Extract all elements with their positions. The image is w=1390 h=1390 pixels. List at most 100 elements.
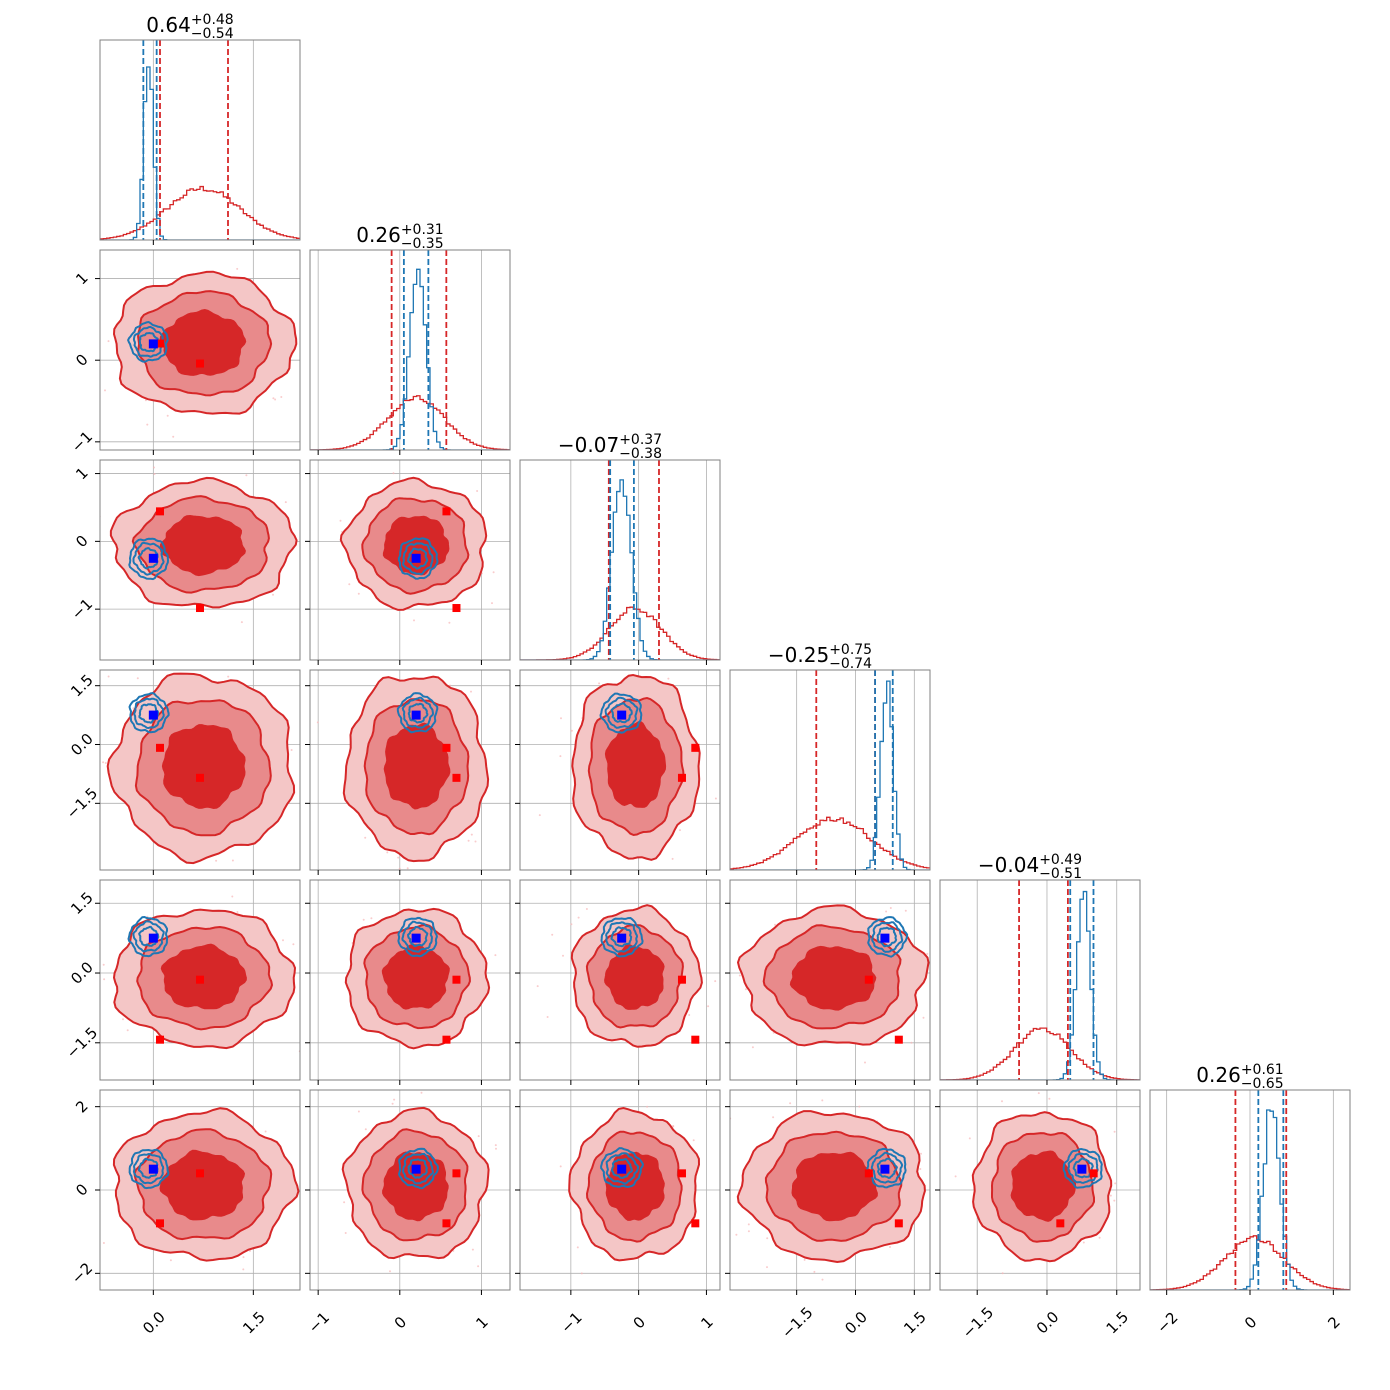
panel-frame [729,879,931,1081]
sample-point [766,1266,768,1269]
red-marker [196,604,204,613]
x-tick-label: −2 [1153,1309,1181,1337]
sample-point [585,908,588,910]
red-marker [196,773,204,782]
x-tick-label: 1.5 [239,1308,269,1338]
sample-point [370,917,373,920]
sample-point [747,1223,750,1226]
blue-contour-1 [407,1158,428,1179]
panel-5-4: −1.5 0.0 1.5 [935,1070,1141,1342]
panel-title: −0.04+0.49 −0.51 [978,852,1082,882]
sample-point [941,1013,943,1015]
blue-histogram [310,268,510,450]
blue-contour-2 [401,696,435,729]
title-median: −0.04 [978,853,1039,877]
red-contour-3 [604,720,667,808]
sample-point [735,1233,738,1236]
sample-point [580,1272,583,1275]
sample-point [513,1232,515,1234]
blue-truth-marker [617,710,627,720]
sample-point [393,1098,396,1101]
panel-0-0: 0.64+0.48 −0.54 [99,12,301,245]
sample-point [954,1175,957,1178]
blue-contour-3 [397,537,439,580]
sample-point [477,1135,480,1138]
panel-frame [309,669,511,871]
red-contour-3 [789,945,877,1011]
sample-point [751,1046,754,1049]
panel-5-0: 0.0 1.5 −2 0 2 [68,1089,301,1338]
panel-4-1 [305,879,511,1085]
panel-3-0: −1.50.01.5 [63,669,301,875]
sample-point [153,473,156,475]
panel-frame [99,879,301,1081]
sample-point [357,592,360,595]
red-marker [196,359,204,368]
title-upper: +0.75 [829,642,872,658]
sample-point [995,1070,997,1072]
blue-contour-1 [610,702,633,724]
sample-point [242,1268,245,1271]
red-histogram [100,185,300,240]
sample-point [343,1201,346,1204]
panel-title: −0.07+0.37 −0.38 [558,432,662,462]
blue-contour-1 [407,702,429,724]
sample-point [492,571,495,574]
sample-point [215,859,218,862]
sample-point [126,1029,129,1032]
panel-frame [309,249,511,451]
blue-truth-marker [411,710,421,720]
sample-point [774,923,776,926]
sample-point [932,990,934,992]
y-tick-label: −1 [68,428,96,456]
sample-point [107,675,110,678]
sample-point [245,474,248,477]
sample-point [864,1061,866,1064]
x-tick-label: 0.0 [841,1308,871,1338]
blue-truth-marker [411,933,421,943]
sample-point [102,761,105,764]
panel-title: 0.26+0.31 −0.35 [356,222,443,252]
blue-contour-1 [138,925,160,947]
sample-point [570,729,573,732]
sample-point [821,1099,824,1102]
red-marker [691,1219,700,1228]
red-histogram [520,606,720,660]
sample-point [144,399,147,402]
red-marker [452,604,461,613]
panel-1-0: −1 0 1 [68,249,301,456]
title-median: 0.26 [1196,1063,1241,1087]
red-marker [442,507,451,516]
blue-contour-1 [138,331,160,353]
sample-point [1001,1100,1003,1103]
blue-contour-3 [396,692,439,734]
sample-point [858,1105,861,1108]
panel-1-1: 0.26+0.31 −0.35 [309,222,511,455]
blue-truth-marker [880,933,890,943]
x-tick-label: −1.5 [778,1303,816,1341]
sample-point [434,1083,436,1085]
blue-contour-3 [600,916,644,958]
red-marker [894,1035,903,1044]
sample-point [536,985,539,988]
sample-point [671,857,674,860]
sample-point [559,755,562,758]
title-upper: +0.31 [401,222,444,238]
title-median: 0.64 [146,13,191,37]
panel-5-3: −1.5 0.0 1.5 [725,1089,931,1342]
sample-point [264,1130,267,1133]
sample-point [654,881,656,883]
y-tick-label: 1 [72,269,91,288]
blue-contour-3 [128,1148,170,1190]
sample-point [491,602,493,605]
panel-4-0: −1.50.01.5 [63,879,301,1085]
red-marker [864,975,873,984]
sample-point [1001,1272,1004,1275]
sample-point [132,707,135,710]
red-marker [452,975,461,984]
sample-point [304,1200,306,1202]
sample-point [1114,1182,1117,1185]
sample-point [747,1230,750,1233]
blue-contour-2 [402,1152,435,1185]
sample-point [968,1137,971,1140]
